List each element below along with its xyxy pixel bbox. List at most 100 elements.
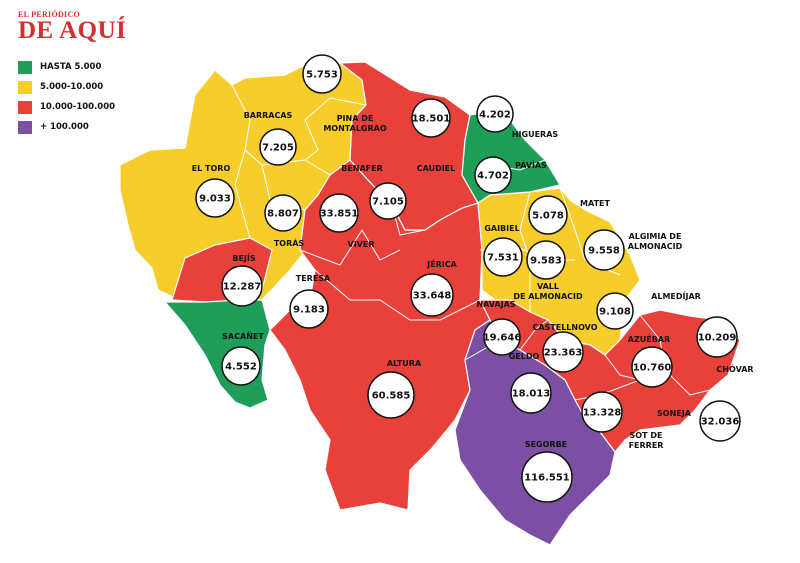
bubble-value: 8.807 — [267, 209, 299, 220]
town-label-line: EL TORO — [192, 164, 231, 173]
population-bubble-gaibiel: 7.531 — [483, 237, 523, 277]
bubble-circle — [474, 156, 512, 194]
town-label-pina: PINA DE MONTALGRAO — [323, 114, 387, 133]
bubble-circle — [631, 346, 673, 388]
population-bubble-sacanet: 4.552 — [221, 346, 261, 386]
town-label-line: HIGUERAS — [512, 130, 559, 139]
bubble-value: 33.648 — [413, 291, 452, 302]
border-line — [519, 191, 531, 312]
bubble-value: 60.585 — [372, 391, 411, 402]
bubble-circle — [411, 98, 451, 138]
town-label-line: SACAÑET — [222, 331, 264, 341]
population-bubble-jerica: 33.648 — [410, 273, 454, 317]
border-line — [361, 229, 401, 261]
population-bubble-vall: 9.583 — [526, 240, 566, 280]
town-label-eltoro: EL TORO — [192, 164, 231, 173]
border-line — [304, 97, 367, 121]
region-green-north — [461, 111, 561, 204]
town-label-line: CHÓVAR — [716, 363, 753, 374]
population-bubble-barracas: 7.205 — [259, 128, 297, 166]
town-label-higueras: HIGUERAS — [512, 130, 559, 139]
town-label-almedijar: ALMEDÍJAR — [651, 290, 701, 301]
town-label-line: MATET — [580, 199, 610, 208]
town-label-pavias: PAVÍAS — [515, 159, 547, 170]
population-bubble-algimia: 9.558 — [583, 229, 625, 271]
legend-swatch — [18, 121, 32, 134]
region-purple-segorbe — [454, 319, 616, 546]
bubble-value: 19.646 — [483, 333, 522, 344]
bubble-value: 9.558 — [588, 246, 620, 257]
bubble-value: 10.209 — [698, 333, 737, 344]
population-bubble-sot: 13.328 — [581, 391, 623, 433]
town-label-line: GAIBIEL — [484, 224, 519, 233]
bubble-circle — [696, 316, 738, 358]
bubble-circle — [476, 95, 514, 133]
population-bubbles: 7.205 5.753 18.501 4.202 4.702 9.033 7.105 8.80… — [195, 54, 741, 503]
logo-big-text: DE AQUÍ — [18, 17, 127, 44]
bubble-value: 18.013 — [512, 389, 551, 400]
bubble-value: 5.753 — [306, 70, 338, 81]
bubble-value: 7.205 — [262, 143, 294, 154]
town-label-navajas: NAVAJAS — [476, 300, 515, 309]
bubble-value: 5.078 — [532, 211, 564, 222]
town-label-line: BENAFER — [341, 164, 383, 173]
town-label-jerica: JÉRICA — [426, 258, 457, 269]
town-label-benafer: BENAFER — [341, 164, 383, 173]
logo-small-text: EL PERIÓDICO — [18, 10, 81, 19]
town-label-line: CASTELLNOVO — [532, 323, 597, 332]
town-label-azuebar: AZUÉBAR — [628, 333, 670, 344]
bubble-value: 33.851 — [320, 209, 359, 220]
bubble-circle — [319, 193, 359, 233]
town-label-bejis: BEJÍS — [232, 252, 256, 263]
population-bubble-toras: 8.807 — [264, 194, 302, 232]
town-label-line: NAVAJAS — [476, 300, 515, 309]
bubble-value: 23.363 — [544, 348, 583, 359]
bubble-circle — [221, 265, 263, 307]
bubble-value: 32.036 — [701, 417, 740, 428]
town-label-line: ALGIMIA DE — [629, 232, 682, 241]
town-label-line: AZUÉBAR — [628, 333, 670, 344]
bubble-value: 7.531 — [487, 253, 519, 264]
town-label-line: SONEJA — [657, 409, 692, 418]
town-label-line: PAVÍAS — [515, 159, 547, 170]
bubble-value: 7.105 — [372, 197, 404, 208]
newspaper-logo: EL PERIÓDICO DE AQUÍ — [18, 10, 126, 43]
border-line — [304, 159, 331, 176]
bubble-circle — [264, 194, 302, 232]
legend-swatch — [18, 81, 32, 94]
population-bubble-higueras: 4.202 — [476, 95, 514, 133]
town-labels: BARRACAS PINA DE MONTALGRAO CAUDIEL HIGUERAS… — [192, 111, 754, 450]
town-label-line: MONTALGRAO — [323, 124, 387, 133]
bubble-value: 4.702 — [477, 171, 509, 182]
population-bubble-pavias: 4.702 — [474, 156, 512, 194]
population-bubble-teresa: 9.183 — [289, 289, 329, 329]
bubble-circle — [195, 178, 235, 218]
population-bubble-chovar: 10.209 — [696, 316, 738, 358]
population-bubble-geldo: 18.013 — [510, 372, 552, 414]
town-label-segorbe: SEGORBE — [525, 440, 567, 449]
bubble-circle — [699, 400, 741, 442]
population-bubble-azuebar: 10.760 — [631, 346, 673, 388]
population-bubble-benafer: 7.105 — [369, 182, 407, 220]
legend-label: + 100.000 — [40, 122, 89, 132]
town-label-geldo: GELDO — [509, 352, 540, 361]
town-label-barracas: BARRACAS — [244, 111, 293, 120]
town-label-caudiel: CAUDIEL — [417, 164, 456, 173]
town-label-viver: VIVER — [348, 240, 375, 249]
town-label-line: CAUDIEL — [417, 164, 456, 173]
bubble-circle — [483, 318, 521, 356]
bubble-circle — [521, 451, 573, 503]
legend-label: 5.000-10.000 — [40, 82, 104, 92]
town-label-sacanet: SACAÑET — [222, 331, 264, 341]
town-label-line: JÉRICA — [426, 258, 457, 269]
bubble-circle — [369, 182, 407, 220]
border-line — [299, 229, 363, 266]
town-label-line: BEJÍS — [232, 252, 256, 263]
town-label-line: GELDO — [509, 352, 540, 361]
town-label-line: VIVER — [348, 240, 375, 249]
population-bubble-castellnovo: 23.363 — [542, 331, 584, 373]
border-line — [519, 319, 549, 351]
border-line — [234, 149, 251, 239]
population-bubble-navajas: 19.646 — [483, 318, 522, 356]
bubble-value: 116.551 — [524, 473, 570, 484]
